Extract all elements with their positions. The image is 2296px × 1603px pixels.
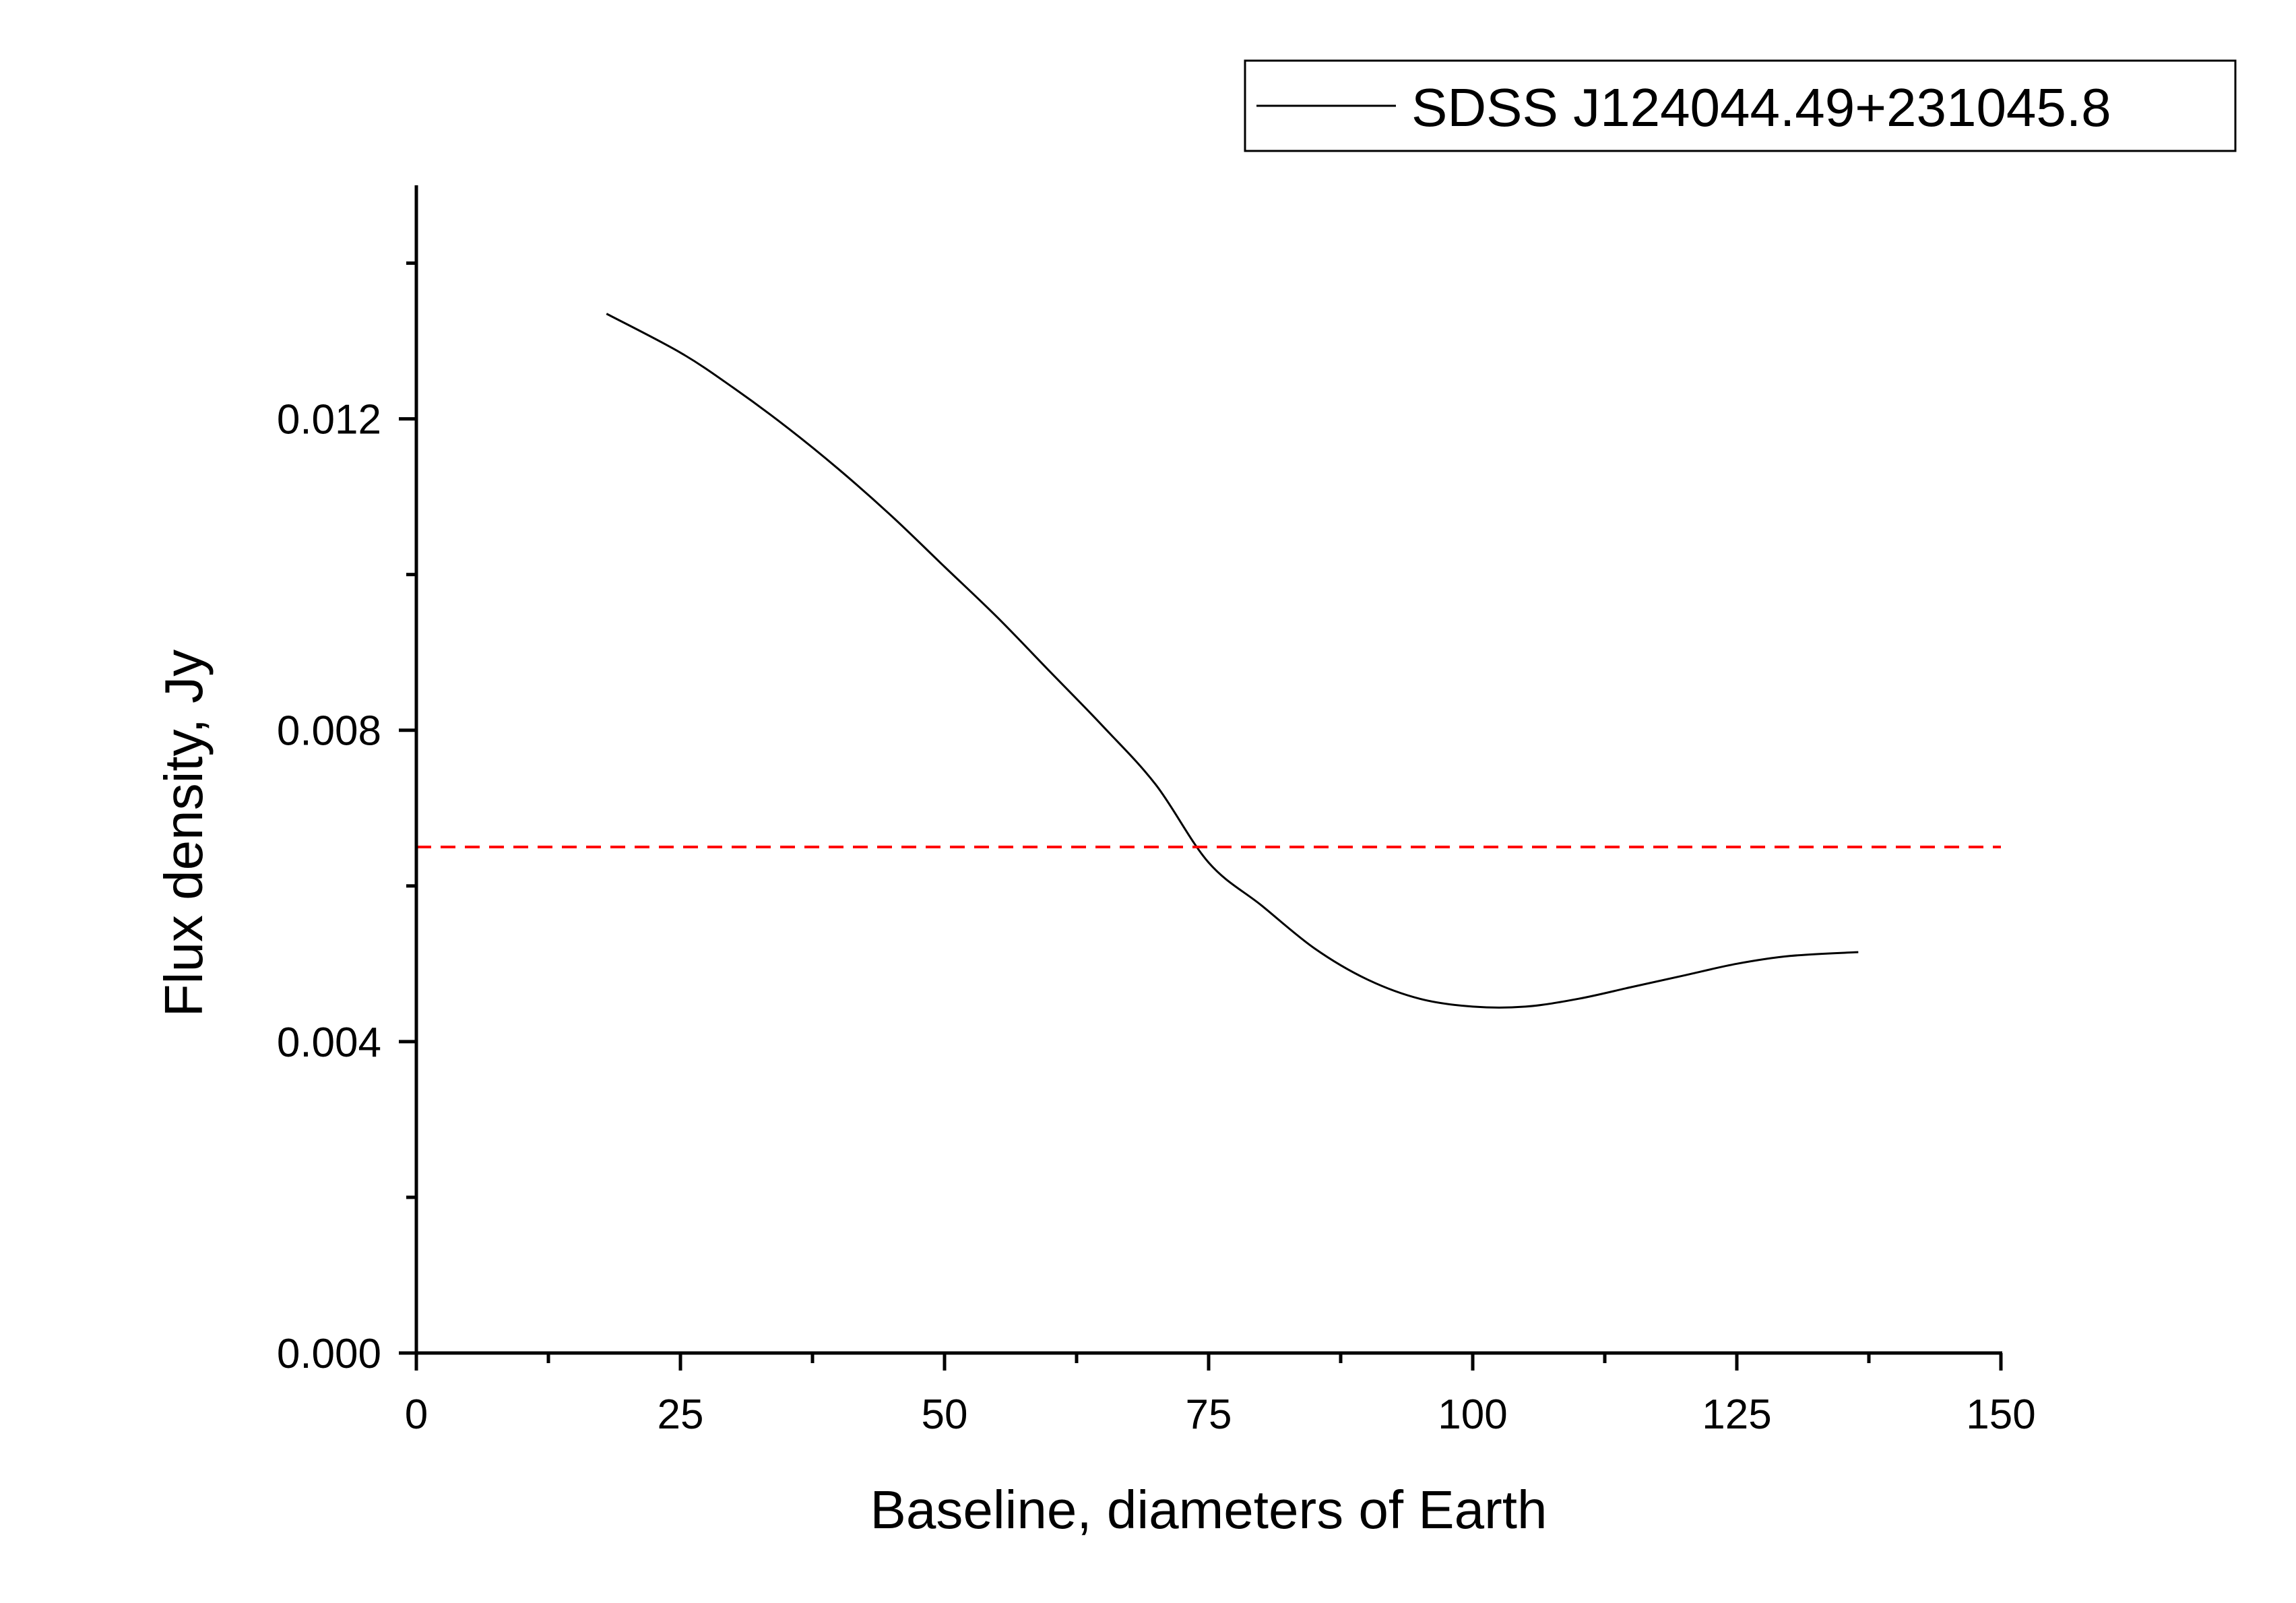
- x-axis-title: Baseline, diameters of Earth: [870, 1480, 1548, 1540]
- y-axis-title: Flux density, Jy: [154, 650, 214, 1017]
- y-tick-label: 0.012: [277, 397, 381, 443]
- plot-area: 0 25 50 75 100 125 150 0.000 0.004 0.008 0.012: [277, 185, 2036, 1438]
- legend: SDSS J124044.49+231045.8: [1244, 59, 2237, 152]
- tick-layer: 0 25 50 75 100 125 150 0.000 0.004 0.008 0.012: [277, 261, 2036, 1438]
- legend-entry-label: SDSS J124044.49+231045.8: [1411, 77, 2111, 137]
- x-tick-label: 125: [1702, 1391, 1771, 1438]
- y-tick-label: 0.004: [277, 1019, 381, 1066]
- series-line: [606, 313, 1859, 1009]
- x-tick-label: 50: [922, 1391, 968, 1438]
- x-tick-label: 0: [405, 1391, 428, 1438]
- y-tick-label: 0.000: [277, 1331, 381, 1377]
- series-layer: [416, 313, 2001, 1009]
- x-tick-label: 100: [1438, 1391, 1507, 1438]
- y-tick-label: 0.008: [277, 708, 381, 755]
- x-tick-label: 25: [658, 1391, 704, 1438]
- x-tick-label: 75: [1186, 1391, 1232, 1438]
- x-tick-label: 150: [1966, 1391, 2035, 1438]
- legend-box: [1244, 59, 2237, 152]
